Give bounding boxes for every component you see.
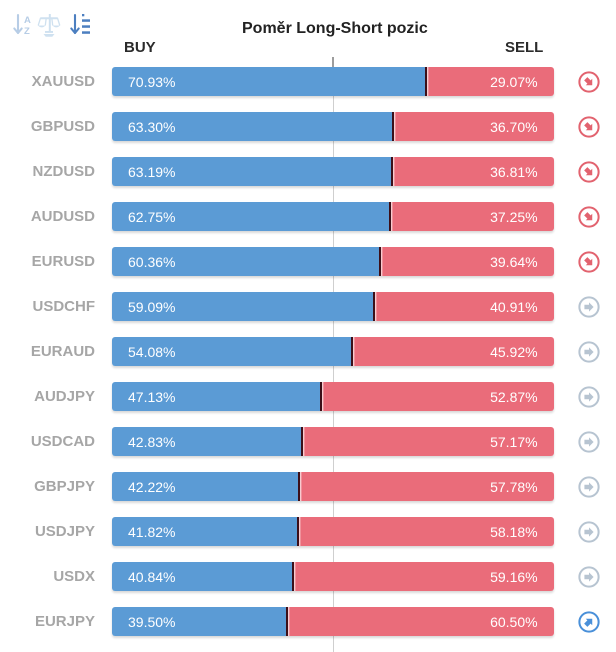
svg-text:Z: Z: [24, 26, 30, 37]
svg-text:A: A: [24, 15, 31, 26]
